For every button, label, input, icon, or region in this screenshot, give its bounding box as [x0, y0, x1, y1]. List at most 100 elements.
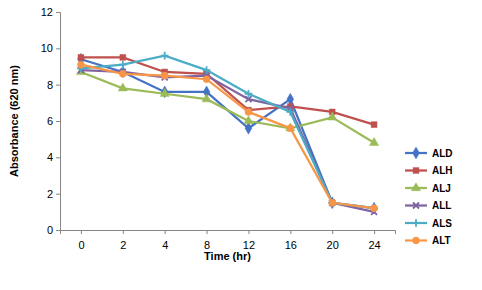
- series-marker: [120, 55, 126, 61]
- y-tick-mark: [56, 157, 60, 158]
- x-tick-label: 2: [120, 239, 126, 251]
- legend-item: ALH: [405, 165, 453, 176]
- y-tick: 8: [47, 79, 60, 91]
- y-tick-mark: [56, 121, 60, 122]
- x-tick-mark: [165, 230, 166, 234]
- series-group: [76, 52, 378, 215]
- x-tick-mark: [123, 230, 124, 234]
- legend-marker: [413, 168, 419, 174]
- series-marker: [202, 94, 211, 102]
- y-tick-label: 12: [41, 6, 53, 18]
- series-marker: [328, 199, 336, 207]
- series-marker: [371, 205, 378, 212]
- x-tick-label: 16: [285, 239, 297, 251]
- series-line: [81, 56, 374, 209]
- x-tick-mark: [374, 230, 375, 234]
- y-tick-mark: [56, 12, 60, 13]
- y-tick: 4: [47, 151, 60, 163]
- legend-marker: [413, 237, 420, 244]
- series-marker: [329, 200, 335, 206]
- y-tick: 12: [41, 6, 60, 18]
- y-axis-title: Absorbance (620 nm): [8, 65, 20, 177]
- plot-area: 024681012024812162024: [41, 6, 396, 251]
- legend-marker: [412, 219, 420, 227]
- series-marker: [245, 122, 252, 134]
- series-marker: [245, 108, 252, 115]
- y-tick-label: 2: [47, 188, 53, 200]
- x-tick-mark: [248, 230, 249, 234]
- series-marker: [244, 116, 253, 124]
- x-tick: 12: [243, 230, 255, 251]
- x-axis: 024812162024: [61, 230, 396, 251]
- series-marker: [328, 112, 337, 120]
- y-tick: 10: [41, 42, 60, 54]
- y-tick-mark: [56, 48, 60, 49]
- x-tick-label: 0: [78, 239, 84, 251]
- series-line: [81, 57, 374, 124]
- legend-item: ALJ: [405, 183, 451, 194]
- x-tick-mark: [81, 230, 82, 234]
- series-marker: [287, 108, 295, 116]
- x-tick-mark: [290, 230, 291, 234]
- legend-item: ALD: [405, 147, 453, 159]
- legend-label: ALS: [432, 218, 452, 229]
- y-tick-mark: [56, 194, 60, 195]
- x-tick-label: 4: [162, 239, 168, 251]
- y-axis: 0 2 4 6 8 10 12: [41, 6, 61, 236]
- series-marker: [245, 90, 253, 98]
- legend-item: ALL: [405, 200, 451, 211]
- series-marker: [371, 122, 377, 128]
- series-marker: [287, 125, 294, 132]
- x-tick: 16: [285, 230, 297, 251]
- y-tick-label: 8: [47, 79, 53, 91]
- chart: 024681012024812162024Time (hr)Absorbance…: [0, 0, 482, 290]
- y-tick-label: 0: [47, 224, 53, 236]
- series-line: [81, 65, 374, 209]
- legend-marker: [413, 203, 419, 209]
- x-tick: 4: [162, 230, 168, 251]
- y-tick: 0: [47, 224, 60, 236]
- y-tick-label: 4: [47, 151, 53, 163]
- x-tick: 0: [78, 230, 84, 251]
- series-marker: [161, 52, 169, 60]
- series-marker: [329, 199, 336, 206]
- y-tick: 2: [47, 188, 60, 200]
- series-marker: [203, 66, 211, 74]
- legend-label: ALJ: [432, 183, 451, 194]
- legend-label: ALL: [432, 200, 451, 211]
- legend-item: ALT: [405, 235, 451, 246]
- legend-marker: [411, 183, 420, 191]
- x-tick: 2: [120, 230, 126, 251]
- y-tick-mark: [56, 85, 60, 86]
- x-tick: 24: [368, 230, 380, 251]
- x-tick-label: 20: [327, 239, 339, 251]
- y-tick-label: 10: [41, 42, 53, 54]
- series-marker: [119, 70, 126, 77]
- series-marker: [286, 123, 295, 131]
- series-marker: [78, 55, 84, 61]
- series-marker: [77, 61, 84, 68]
- series-marker: [119, 61, 127, 69]
- series-marker: [370, 138, 379, 146]
- series-line: [81, 70, 374, 212]
- y-tick-mark: [56, 230, 60, 231]
- x-tick-mark: [207, 230, 208, 234]
- legend-item: ALS: [405, 218, 452, 229]
- x-axis-title: Time (hr): [204, 250, 251, 262]
- legend-label: ALH: [432, 165, 453, 176]
- legend-label: ALD: [432, 148, 453, 159]
- y-tick: 6: [47, 115, 60, 127]
- legend-marker: [413, 147, 420, 159]
- x-tick: 20: [327, 230, 339, 251]
- x-tick: 8: [204, 230, 210, 251]
- series-marker: [161, 72, 168, 79]
- x-tick-mark: [332, 230, 333, 234]
- series-marker: [370, 204, 378, 212]
- y-tick-label: 6: [47, 115, 53, 127]
- series-marker: [160, 88, 169, 96]
- series-marker: [203, 76, 210, 83]
- legend-label: ALT: [432, 235, 451, 246]
- series-marker: [118, 83, 127, 91]
- legend: ALD ALH ALJ ALL ALS ALT: [405, 147, 453, 246]
- x-axis-line: [61, 231, 396, 235]
